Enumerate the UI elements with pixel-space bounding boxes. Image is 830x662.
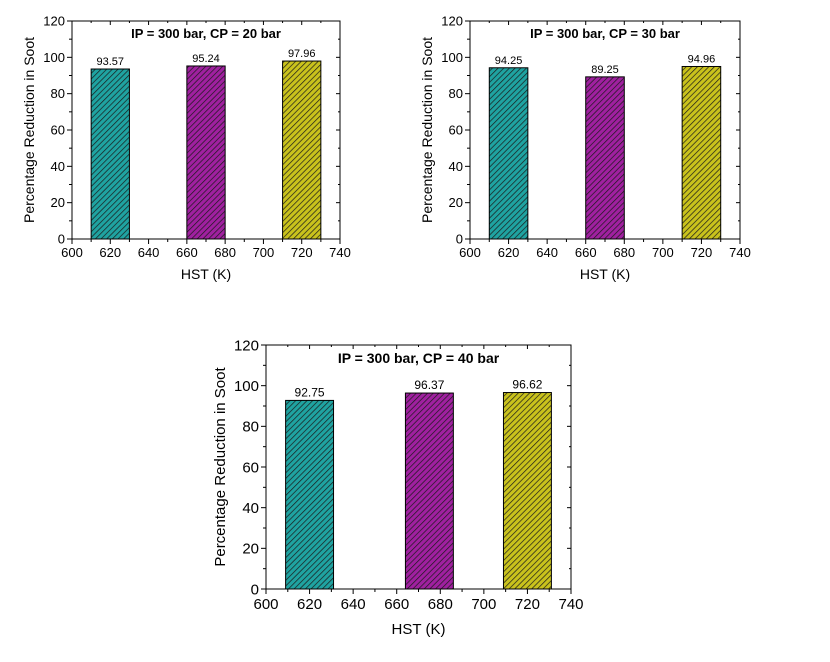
x-tick-label: 640 (341, 596, 366, 613)
y-tick-label: 100 (441, 50, 463, 65)
x-axis-label: HST (K) (181, 266, 231, 282)
y-tick-label: 80 (449, 86, 463, 101)
y-tick-label: 80 (51, 86, 65, 101)
y-tick-label: 80 (242, 419, 259, 436)
bar-value-label: 95.24 (192, 53, 220, 65)
x-tick-label: 600 (61, 245, 83, 260)
x-tick-label: 740 (329, 245, 351, 260)
x-tick-label: 620 (99, 245, 121, 260)
y-tick-label: 20 (449, 195, 463, 210)
bar (502, 392, 552, 590)
x-tick-label: 740 (558, 596, 583, 613)
x-tick-label: 660 (384, 596, 409, 613)
x-tick-label: 660 (575, 245, 597, 260)
x-tick-label: 600 (459, 245, 481, 260)
x-tick-label: 720 (291, 245, 313, 260)
y-tick-label: 0 (456, 232, 463, 247)
y-tick-label: 100 (43, 50, 65, 65)
x-tick-label: 620 (297, 596, 322, 613)
x-axis-label: HST (K) (580, 266, 630, 282)
x-tick-label: 720 (691, 245, 713, 260)
x-tick-label: 680 (613, 245, 635, 260)
x-tick-label: 700 (652, 245, 674, 260)
bar-value-label: 97.96 (288, 48, 316, 60)
y-tick-label: 100 (234, 378, 259, 395)
bar (404, 392, 454, 590)
y-axis-label: Percentage Reduction in Soot (419, 37, 435, 223)
bar-value-label: 94.25 (495, 55, 523, 67)
bar-value-label: 89.25 (591, 64, 619, 76)
x-tick-label: 620 (498, 245, 520, 260)
x-tick-label: 600 (253, 596, 278, 613)
x-tick-label: 660 (176, 245, 198, 260)
bar (681, 65, 722, 240)
x-tick-label: 740 (729, 245, 751, 260)
y-tick-label: 20 (242, 541, 259, 558)
bar-value-label: 96.62 (512, 378, 542, 392)
chart-title: IP = 300 bar, CP = 20 bar (131, 26, 281, 41)
y-tick-label: 120 (43, 14, 65, 29)
y-axis-label: Percentage Reduction in Soot (212, 367, 229, 567)
x-tick-label: 680 (428, 596, 453, 613)
bar-value-label: 94.96 (688, 53, 716, 65)
bar (90, 68, 130, 240)
chart-title: IP = 300 bar, CP = 30 bar (530, 26, 680, 41)
y-tick-label: 60 (242, 459, 259, 476)
y-tick-label: 20 (51, 195, 65, 210)
y-tick-label: 120 (234, 337, 259, 354)
bar (585, 76, 625, 240)
bar-value-label: 92.75 (295, 385, 325, 399)
chart-title: IP = 300 bar, CP = 40 bar (338, 350, 500, 366)
x-tick-label: 700 (253, 245, 275, 260)
y-tick-label: 40 (51, 159, 65, 174)
bar-value-label: 93.57 (97, 56, 125, 68)
x-axis-label: HST (K) (392, 621, 446, 638)
x-tick-label: 700 (471, 596, 496, 613)
y-tick-label: 40 (449, 159, 463, 174)
bar (488, 67, 529, 240)
y-tick-label: 0 (251, 581, 259, 598)
x-tick-label: 680 (214, 245, 236, 260)
bar-value-label: 96.37 (414, 378, 444, 392)
y-tick-label: 0 (58, 232, 65, 247)
x-tick-label: 640 (138, 245, 160, 260)
bar (282, 60, 322, 240)
y-tick-label: 40 (242, 500, 259, 517)
y-tick-label: 60 (51, 123, 65, 138)
y-tick-label: 60 (449, 123, 463, 138)
y-axis-label: Percentage Reduction in Soot (21, 37, 37, 223)
x-tick-label: 640 (536, 245, 558, 260)
y-tick-label: 120 (441, 14, 463, 29)
x-tick-label: 720 (515, 596, 540, 613)
bar (285, 399, 335, 590)
